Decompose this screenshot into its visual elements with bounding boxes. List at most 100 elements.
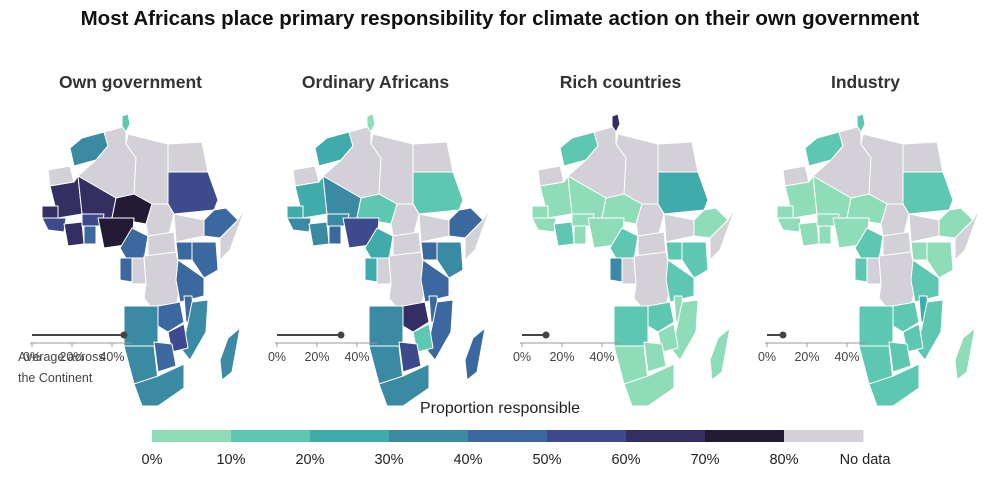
country-zambia — [892, 301, 920, 333]
country-cote — [308, 221, 330, 247]
country-s-sudan — [173, 213, 205, 243]
legend-swatch — [152, 430, 232, 442]
country-congo — [621, 257, 637, 285]
average-axis-tick-label: 40% — [99, 350, 124, 364]
country-cote — [63, 221, 85, 247]
country-sudan — [167, 171, 219, 215]
average-axis-tick-label: 40% — [344, 350, 369, 364]
country-ghana — [573, 225, 587, 245]
country-somalia — [954, 205, 982, 261]
country-madagascar — [709, 327, 731, 381]
country-guinea — [531, 217, 557, 233]
country-kenya — [926, 241, 954, 279]
country-guinea — [286, 217, 312, 233]
average-marker — [542, 331, 550, 339]
country-uganda — [175, 241, 193, 261]
average-label-line1: Average across — [18, 350, 105, 364]
legend-swatch — [626, 430, 706, 442]
average-marker — [120, 331, 128, 339]
legend-swatch — [389, 430, 469, 442]
country-somalia — [464, 205, 492, 261]
country-guinea — [776, 217, 802, 233]
country-kenya — [191, 241, 219, 279]
country-mozambique — [916, 299, 944, 361]
country-botswana — [888, 341, 912, 373]
country-uganda — [420, 241, 438, 261]
country-angola — [368, 305, 404, 347]
africa-map-rich-countries: 0% 20% 40% — [513, 113, 737, 407]
africa-map-ordinary-africans: 0% 20% 40% — [268, 113, 492, 407]
panel-title: Rich countries — [559, 72, 682, 92]
country-tunisia — [366, 113, 376, 133]
legend-title: Proportion responsible — [419, 400, 581, 417]
average-axis-tick-label: 20% — [549, 350, 574, 364]
country-somalia — [219, 205, 247, 261]
average-axis-tick-label: 40% — [589, 350, 614, 364]
country-somalia — [709, 205, 737, 261]
legend-label: 50% — [532, 452, 562, 468]
panel-industry: Industry 0% 20% 40% — [743, 70, 988, 407]
country-angola — [858, 305, 894, 347]
country-madagascar — [219, 327, 241, 381]
average-axis-tick-label: 40% — [834, 350, 859, 364]
legend-label: No data — [839, 452, 891, 468]
country-egypt — [167, 141, 209, 173]
country-congo — [866, 257, 882, 285]
country-tunisia — [121, 113, 131, 133]
country-gabon — [364, 257, 378, 283]
legend-label: 60% — [611, 452, 641, 468]
country-sudan — [657, 171, 709, 215]
legend-swatch — [705, 430, 785, 442]
country-congo — [376, 257, 392, 285]
country-angola — [613, 305, 649, 347]
panel-title: Industry — [830, 72, 901, 92]
country-senegal — [531, 205, 549, 219]
country-botswana — [398, 341, 422, 373]
country-kenya — [436, 241, 464, 279]
legend-swatch — [784, 430, 864, 442]
country-cote — [798, 221, 820, 247]
country-s-sudan — [418, 213, 450, 243]
country-s-africa — [133, 363, 185, 407]
country-s-africa — [623, 363, 675, 407]
africa-map-own-government: 0% 20% 40% — [23, 113, 247, 407]
country-mozambique — [181, 299, 209, 361]
africa-map-industry: 0% 20% 40% — [758, 113, 982, 407]
panel-title: Ordinary Africans — [301, 72, 450, 92]
country-zambia — [402, 301, 430, 333]
legend-label: 20% — [295, 452, 325, 468]
country-egypt — [902, 141, 944, 173]
panel-own-government: Own government 0% 20% 40% Average across t… — [8, 70, 253, 407]
country-senegal — [41, 205, 59, 219]
country-gabon — [119, 257, 133, 283]
legend-swatch — [310, 430, 390, 442]
legend-label: 30% — [374, 452, 404, 468]
country-kenya — [681, 241, 709, 279]
country-madagascar — [464, 327, 486, 381]
country-congo — [131, 257, 147, 285]
country-mozambique — [426, 299, 454, 361]
legend-swatch — [547, 430, 627, 442]
average-axis-tick-label: 20% — [794, 350, 819, 364]
country-egypt — [657, 141, 699, 173]
country-ghana — [328, 225, 342, 245]
country-sudan — [412, 171, 464, 215]
country-angola — [123, 305, 159, 347]
average-axis-tick-label: 0% — [268, 350, 286, 364]
panel-rich-countries: Rich countries 0% 20% 40% — [498, 70, 743, 407]
average-marker — [779, 331, 787, 339]
country-senegal — [776, 205, 794, 219]
average-axis-tick-label: 20% — [304, 350, 329, 364]
legend-swatch — [231, 430, 311, 442]
country-mozambique — [671, 299, 699, 361]
legend-label: 80% — [769, 452, 799, 468]
chart-title: Most Africans place primary responsibili… — [80, 7, 920, 30]
average-axis-tick-label: 0% — [513, 350, 531, 364]
legend-label: 10% — [216, 452, 246, 468]
country-senegal — [286, 205, 304, 219]
country-ghana — [818, 225, 832, 245]
country-sudan — [902, 171, 954, 215]
country-uganda — [910, 241, 928, 261]
country-tunisia — [856, 113, 866, 133]
country-s-africa — [868, 363, 920, 407]
